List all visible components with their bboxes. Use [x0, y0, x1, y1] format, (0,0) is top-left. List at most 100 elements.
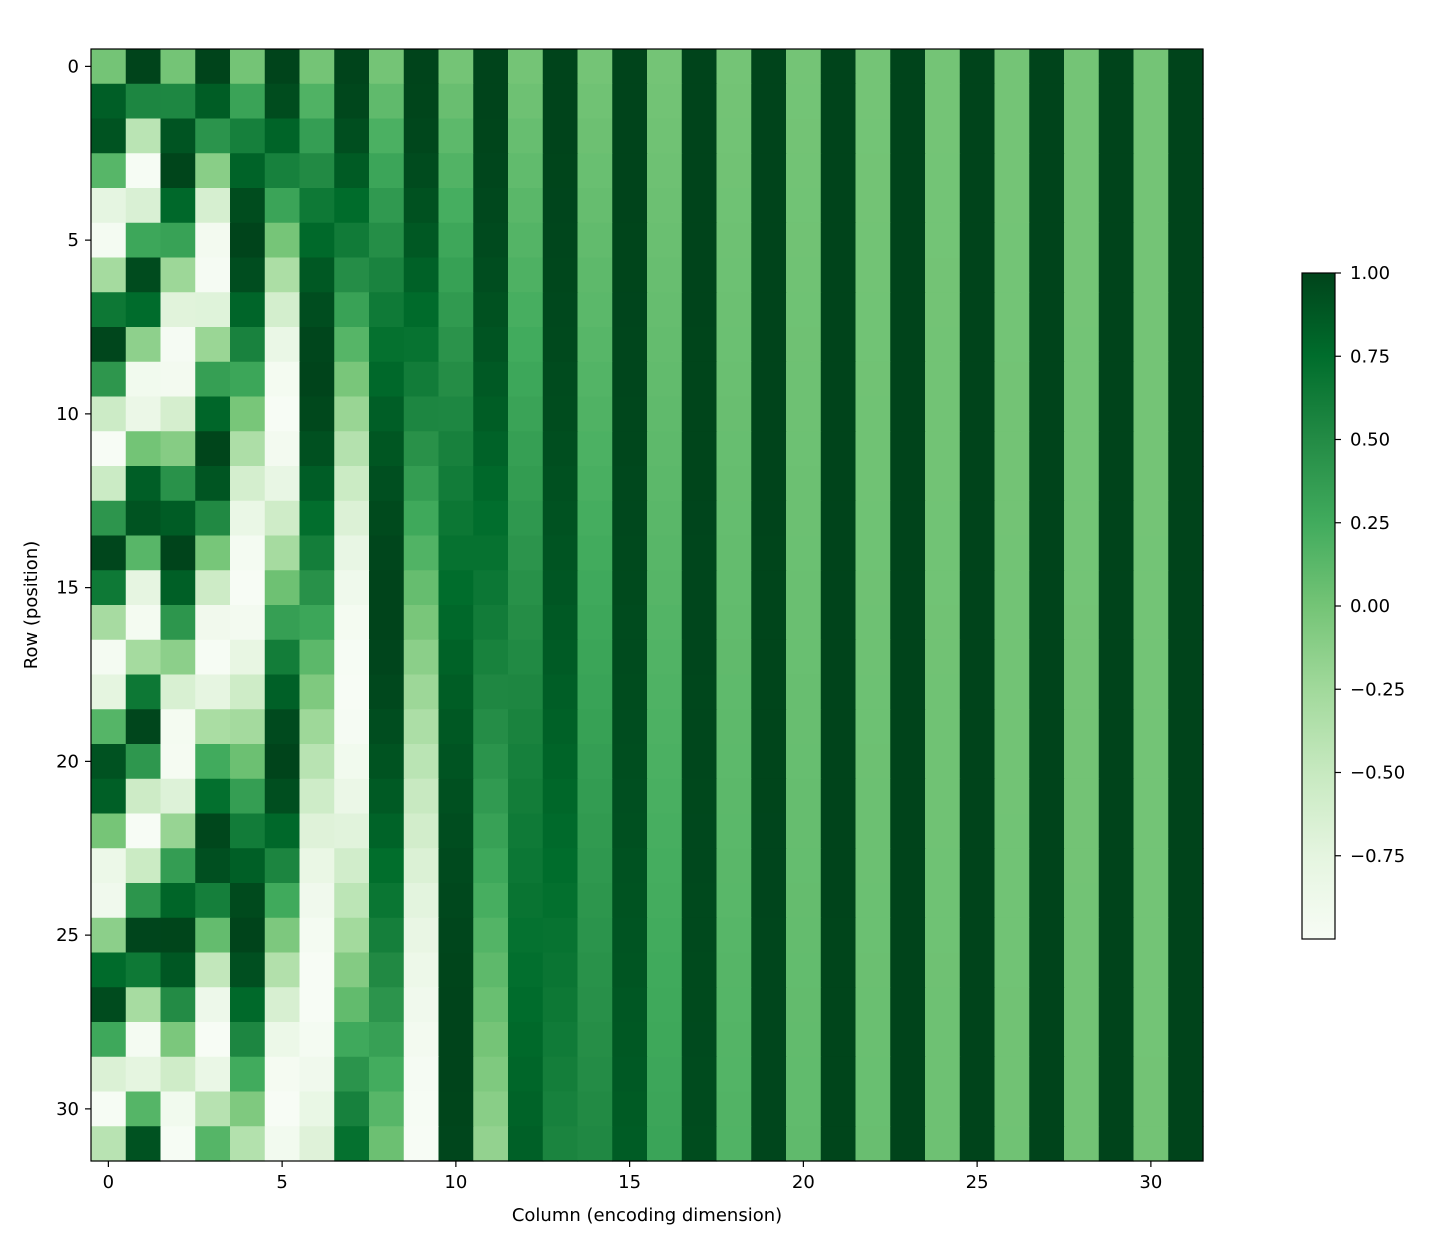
heatmap-cell: [1168, 883, 1204, 919]
heatmap-cell: [542, 1056, 579, 1093]
heatmap-cell: [91, 396, 127, 432]
heatmap-cell: [125, 987, 162, 1023]
heatmap-cell: [751, 639, 787, 676]
heatmap-cell: [369, 1126, 405, 1162]
heatmap-cell: [299, 639, 335, 676]
heatmap-cell: [577, 813, 613, 849]
heatmap-cell: [925, 431, 961, 467]
heatmap-cell: [612, 292, 648, 328]
heatmap-cell: [125, 153, 162, 189]
heatmap-cell: [369, 639, 405, 676]
heatmap-cell: [786, 778, 822, 815]
heatmap-cell: [681, 917, 718, 954]
x-tick-label: 30: [1139, 1172, 1162, 1193]
heatmap-cell: [855, 813, 891, 849]
heatmap-cell: [473, 327, 509, 363]
heatmap-cell: [925, 813, 961, 849]
heatmap-cell: [1064, 188, 1100, 224]
heatmap-cell: [299, 1022, 335, 1058]
heatmap-cell: [438, 674, 474, 710]
heatmap-cell: [890, 917, 926, 954]
heatmap-cell: [91, 605, 127, 641]
heatmap-cell: [577, 1056, 613, 1093]
x-tick-label: 10: [444, 1172, 467, 1193]
heatmap-cell: [612, 605, 648, 641]
heatmap-cell: [473, 292, 509, 328]
heatmap-cell: [438, 1126, 474, 1162]
colorbar-tick-label: 0.00: [1350, 596, 1390, 617]
heatmap-cell: [1029, 292, 1065, 328]
heatmap-cell: [681, 883, 718, 919]
heatmap-cell: [786, 222, 822, 259]
heatmap-cell: [716, 222, 752, 259]
heatmap-cell: [855, 222, 891, 259]
heatmap-cell: [925, 396, 961, 432]
heatmap-cell: [195, 709, 231, 745]
heatmap-cell: [264, 1056, 301, 1093]
heatmap-cell: [786, 500, 822, 537]
heatmap-cell: [612, 396, 648, 432]
heatmap-cell: [820, 987, 857, 1023]
heatmap-cell: [334, 188, 370, 224]
heatmap-cell: [890, 744, 926, 780]
x-axis-label: Column (encoding dimension): [512, 1205, 782, 1226]
heatmap-cell: [1064, 778, 1100, 815]
heatmap-cell: [438, 570, 474, 606]
heatmap-cell: [751, 883, 787, 919]
heatmap-cell: [125, 361, 162, 398]
heatmap-cell: [160, 327, 196, 363]
heatmap-cell: [473, 1126, 509, 1162]
heatmap-cell: [751, 118, 787, 154]
heatmap-cell: [299, 361, 335, 398]
heatmap-cell: [1064, 49, 1100, 85]
heatmap-cell: [160, 848, 196, 884]
heatmap-cell: [403, 396, 440, 432]
heatmap-cell: [1029, 570, 1065, 606]
heatmap-cell: [508, 605, 544, 641]
heatmap-cell: [681, 1091, 718, 1127]
heatmap-cell: [855, 883, 891, 919]
heatmap-cell: [890, 361, 926, 398]
heatmap-cell: [264, 431, 301, 467]
heatmap-cell: [230, 1126, 266, 1162]
heatmap-cell: [299, 813, 335, 849]
heatmap-cell: [647, 1056, 683, 1093]
heatmap-cell: [508, 361, 544, 398]
heatmap-cell: [542, 570, 579, 606]
heatmap-cell: [681, 1056, 718, 1093]
heatmap-cell: [1168, 49, 1204, 85]
heatmap-cell: [994, 570, 1030, 606]
heatmap-cell: [647, 361, 683, 398]
heatmap-cell: [786, 49, 822, 85]
heatmap-cell: [855, 292, 891, 328]
heatmap-cell: [160, 188, 196, 224]
heatmap-cell: [925, 952, 961, 988]
heatmap-cell: [403, 83, 440, 120]
heatmap-cell: [751, 605, 787, 641]
heatmap-cell: [91, 639, 127, 676]
heatmap-cell: [1029, 396, 1065, 432]
heatmap-cell: [195, 327, 231, 363]
heatmap-cell: [612, 83, 648, 120]
heatmap-cell: [125, 1022, 162, 1058]
heatmap-cell: [1098, 500, 1135, 537]
y-axis-label: Row (position): [21, 541, 42, 670]
heatmap-cell: [890, 1126, 926, 1162]
heatmap-cell: [230, 987, 266, 1023]
heatmap-cell: [994, 987, 1030, 1023]
heatmap-cell: [786, 83, 822, 120]
heatmap-cell: [1064, 744, 1100, 780]
heatmap-cell: [403, 952, 440, 988]
heatmap-cell: [925, 744, 961, 780]
heatmap-cell: [1064, 987, 1100, 1023]
heatmap-cell: [195, 1022, 231, 1058]
heatmap-cell: [334, 883, 370, 919]
heatmap-cell: [160, 605, 196, 641]
heatmap-cell: [230, 83, 266, 120]
heatmap-cell: [1098, 605, 1135, 641]
heatmap-cell: [473, 222, 509, 259]
heatmap-cell: [1029, 639, 1065, 676]
heatmap-cell: [403, 292, 440, 328]
heatmap-cell: [195, 917, 231, 954]
heatmap-cell: [438, 118, 474, 154]
